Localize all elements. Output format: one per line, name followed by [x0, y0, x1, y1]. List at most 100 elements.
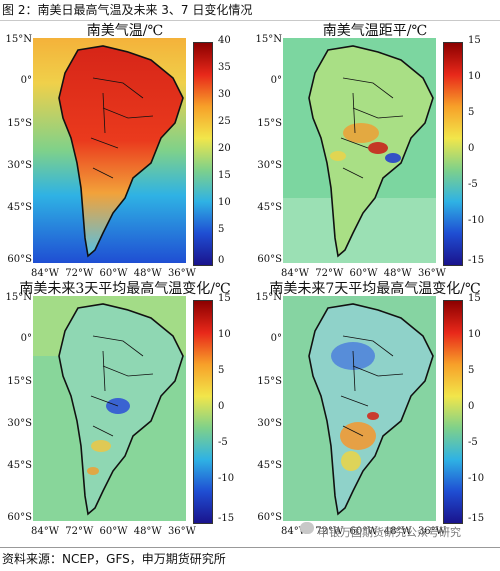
lat-label: 0°	[20, 333, 32, 344]
lon-label: 48°W	[383, 526, 412, 537]
colorbar	[443, 42, 463, 266]
colorbar-tick: -15	[468, 255, 485, 266]
figure-caption: 图 2：南美日最高气温及未来 3、7 日变化情况	[2, 3, 253, 17]
panel-title: 南美气温/℃	[86, 23, 164, 39]
lon-label: 48°W	[383, 268, 412, 279]
colorbar-tick: 10	[218, 197, 231, 208]
lon-label: 60°W	[99, 268, 128, 279]
longitude-labels: 84°W 72°W 60°W 48°W 36°W	[31, 268, 196, 279]
colorbar-tick: -15	[218, 513, 235, 524]
colorbar-tick: 5	[468, 107, 475, 118]
colorbar-tick: -10	[468, 215, 485, 226]
colorbar-tick: 10	[468, 329, 481, 340]
lat-label: 0°	[20, 75, 32, 86]
lat-label: 60°S	[7, 254, 32, 265]
colorbar-tick: 15	[468, 293, 481, 304]
lon-label: 60°W	[349, 268, 378, 279]
colorbar-tick: 20	[218, 143, 231, 154]
3day-change-map	[33, 296, 186, 521]
lon-label: 36°W	[167, 268, 196, 279]
colorbar-tick: 15	[218, 170, 231, 181]
lat-label: 15°S	[7, 118, 32, 129]
lat-label: 60°S	[257, 254, 282, 265]
lat-label: 30°S	[7, 418, 32, 429]
lat-label: 15°N	[255, 292, 282, 303]
colorbar-tick: 0	[468, 401, 475, 412]
lon-label: 36°W	[417, 526, 446, 537]
lat-label: 30°S	[7, 160, 32, 171]
lat-label: 15°N	[5, 34, 32, 45]
lat-label: 60°S	[257, 512, 282, 523]
colorbar-tick: 25	[218, 116, 231, 127]
temperature-map	[33, 38, 186, 263]
panel-3day-change: 南美未来3天平均最高气温变化/℃ 15°N 0° 15°S 30°S 45°S …	[0, 278, 250, 548]
longitude-labels: 84°W 72°W 60°W 48°W 36°W	[281, 268, 446, 279]
colorbar-tick: 10	[218, 329, 231, 340]
lat-label: 15°S	[257, 376, 282, 387]
wechat-icon	[300, 522, 314, 534]
colorbar-tick: 40	[218, 35, 231, 46]
lon-label: 36°W	[167, 526, 196, 537]
lon-label: 84°W	[281, 526, 310, 537]
lon-label: 72°W	[315, 526, 344, 537]
lon-label: 84°W	[31, 526, 60, 537]
continent-outline	[58, 45, 184, 258]
lat-label: 0°	[270, 333, 282, 344]
lat-label: 45°S	[257, 202, 282, 213]
colorbar-tick: 30	[218, 89, 231, 100]
anomaly-map	[283, 38, 436, 263]
lon-label: 48°W	[133, 526, 162, 537]
colorbar-tick: 0	[218, 401, 225, 412]
colorbar-tick: -10	[218, 473, 235, 484]
footer-divider	[0, 547, 500, 548]
colorbar	[443, 300, 463, 524]
source-note: 资料来源：NCEP，GFS，申万期货研究所	[2, 552, 226, 566]
colorbar-tick: 5	[218, 224, 225, 235]
lat-label: 30°S	[257, 418, 282, 429]
lat-label: 15°S	[7, 376, 32, 387]
longitude-labels: 84°W 72°W 60°W 48°W 36°W	[281, 526, 446, 537]
colorbar-tick: -10	[468, 473, 485, 484]
lat-label: 45°S	[7, 460, 32, 471]
lon-label: 60°W	[99, 526, 128, 537]
lon-label: 72°W	[315, 268, 344, 279]
lat-label: 15°N	[255, 34, 282, 45]
panel-temperature: 南美气温/℃ 15°N 0° 15°S 30°S 45°S 60°S 84°W	[0, 20, 250, 290]
colorbar-tick: 35	[218, 62, 231, 73]
panel-title: 南美气温距平/℃	[322, 23, 428, 39]
lat-label: 60°S	[7, 512, 32, 523]
colorbar-tick: -5	[468, 179, 478, 190]
lon-label: 84°W	[281, 268, 310, 279]
panel-anomaly: 南美气温距平/℃ 15°N 0° 15°S 30°S 45°S 60°S 84°…	[250, 20, 500, 290]
colorbar-tick: -15	[468, 513, 485, 524]
colorbar-tick: 15	[218, 293, 231, 304]
lon-label: 84°W	[31, 268, 60, 279]
colorbar-tick: 5	[218, 365, 225, 376]
colorbar-tick: 0	[468, 143, 475, 154]
lon-label: 72°W	[65, 268, 94, 279]
lat-label: 45°S	[7, 202, 32, 213]
panel-7day-change: 南美未来7天平均最高气温变化/℃ 15°N 0° 15°S 30°S 45°S …	[250, 278, 500, 548]
longitude-labels: 84°W 72°W 60°W 48°W 36°W	[31, 526, 196, 537]
7day-change-map	[283, 296, 436, 521]
lon-label: 36°W	[417, 268, 446, 279]
colorbar-tick: -5	[218, 437, 228, 448]
colorbar-tick: 10	[468, 71, 481, 82]
lon-label: 60°W	[349, 526, 378, 537]
panel-title: 南美未来7天平均最高气温变化/℃	[269, 281, 481, 297]
watermark: 申银万国期货研究公众号研究	[318, 526, 461, 539]
colorbar-tick: 0	[218, 255, 225, 266]
colorbar	[193, 300, 213, 524]
colorbar-tick: 5	[468, 365, 475, 376]
lat-label: 30°S	[257, 160, 282, 171]
lon-label: 48°W	[133, 268, 162, 279]
lat-label: 45°S	[257, 460, 282, 471]
colorbar-tick: 15	[468, 35, 481, 46]
lat-label: 15°N	[5, 292, 32, 303]
lon-label: 72°W	[65, 526, 94, 537]
panel-title: 南美未来3天平均最高气温变化/℃	[19, 281, 231, 297]
lat-label: 0°	[270, 75, 282, 86]
colorbar	[193, 42, 213, 266]
colorbar-tick: -5	[468, 437, 478, 448]
caption-divider	[0, 20, 500, 21]
